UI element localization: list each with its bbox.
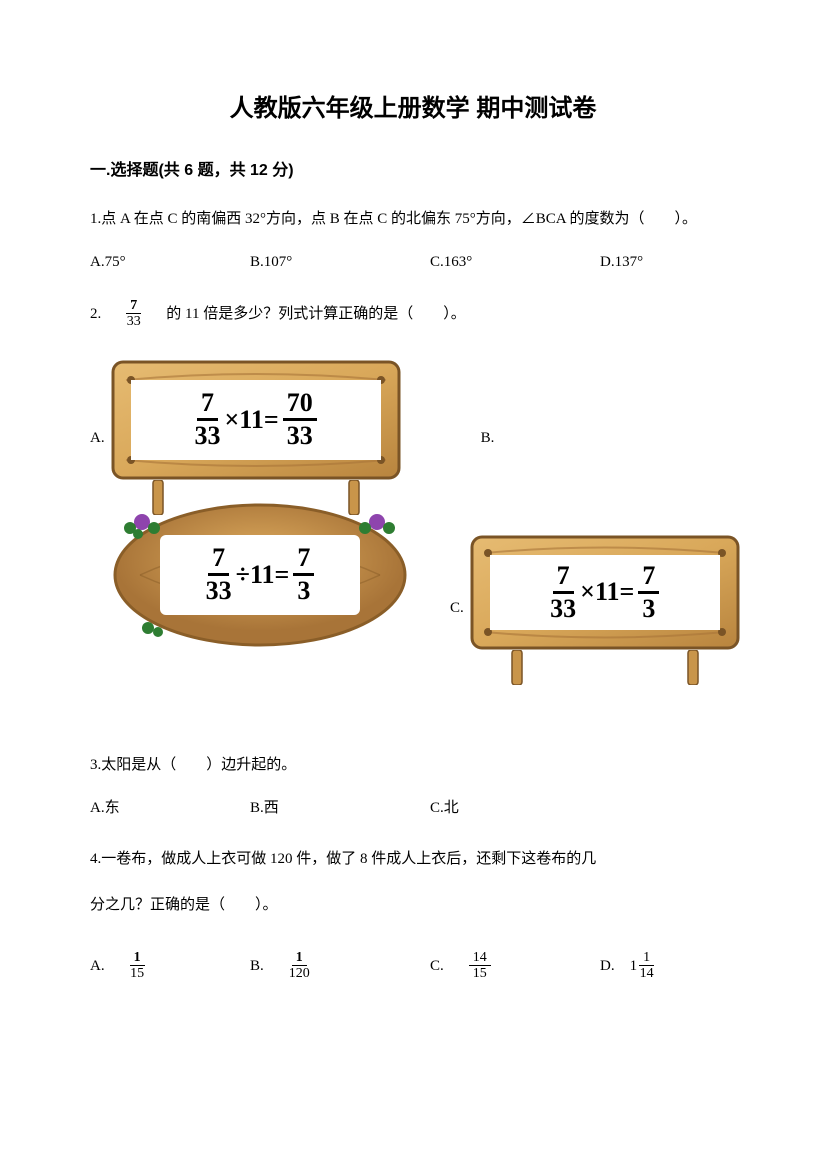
q4-option-b: B. 1 120 bbox=[250, 950, 430, 982]
eqC-n1: 7 bbox=[553, 563, 574, 594]
q3-options: A.东 B.西 C.北 bbox=[90, 796, 736, 820]
q1-option-a: A.75° bbox=[90, 250, 250, 274]
q2-frac-num: 7 bbox=[126, 298, 141, 314]
q4c-den: 15 bbox=[473, 966, 487, 981]
q2-suffix: 的 11 倍是多少？列式计算正确的是（ ）。 bbox=[151, 302, 465, 326]
q2-label-a: A. bbox=[90, 426, 111, 480]
eqC-d2: 3 bbox=[642, 594, 655, 622]
q4d-num: 1 bbox=[639, 950, 654, 966]
q2-fraction: 7 33 bbox=[126, 298, 141, 330]
eqA-d1: 33 bbox=[194, 421, 220, 449]
question-1: 1.点 A 在点 C 的南偏西 32°方向，点 B 在点 C 的北偏东 75°方… bbox=[90, 204, 736, 234]
q3-option-b: B.西 bbox=[250, 796, 430, 820]
q1-option-c: C.163° bbox=[430, 250, 600, 274]
question-4-line1: 4.一卷布，做成人上衣可做 120 件，做了 8 件成人上衣后，还剩下这卷布的几 bbox=[90, 844, 736, 874]
q1-options: A.75° B.107° C.163° D.137° bbox=[90, 250, 736, 274]
q4-options: A. 1 15 B. 1 120 C. 14 15 D. 1 1 14 bbox=[90, 950, 736, 982]
q2-option-c-content: 733 ×11= 73 bbox=[490, 555, 720, 630]
eqC-n2: 7 bbox=[638, 563, 659, 594]
q2-frac-den: 33 bbox=[127, 314, 141, 329]
q2-option-a-content: 733 ×11= 7033 bbox=[131, 380, 381, 460]
eqB-d2: 3 bbox=[297, 576, 310, 604]
q4a-num: 1 bbox=[130, 950, 145, 966]
eqB-op: ÷11= bbox=[236, 554, 290, 596]
question-2: 2. 7 33 的 11 倍是多少？列式计算正确的是（ ）。 bbox=[90, 298, 736, 330]
eqB-d1: 33 bbox=[206, 576, 232, 604]
q4a-den: 15 bbox=[130, 966, 144, 981]
q2-label-b: B. bbox=[481, 426, 501, 480]
eqC-op: ×11= bbox=[580, 571, 634, 613]
q4c-num: 14 bbox=[469, 950, 491, 966]
q4d-label: D. bbox=[600, 954, 630, 978]
question-4-line2: 分之几？正确的是（ ）。 bbox=[90, 890, 736, 920]
eqC-d1: 33 bbox=[550, 594, 576, 622]
section-header-1: 一.选择题(共 6 题，共 12 分) bbox=[90, 158, 736, 184]
q1-option-b: B.107° bbox=[250, 250, 430, 274]
q2-option-a-board: 733 ×11= 7033 bbox=[111, 360, 401, 480]
q4-option-a: A. 1 15 bbox=[90, 950, 250, 982]
question-3: 3.太阳是从（ ）边升起的。 bbox=[90, 750, 736, 780]
q2-label-c: C. bbox=[450, 596, 470, 650]
q2-image-row-2: 733 ÷11= 73 C. bbox=[90, 500, 736, 650]
eqA-d2: 33 bbox=[287, 421, 313, 449]
q2-option-c-board: 733 ×11= 73 bbox=[470, 535, 740, 650]
q4b-den: 120 bbox=[289, 966, 310, 981]
eqB-n2: 7 bbox=[293, 545, 314, 576]
q3-option-c: C.北 bbox=[430, 796, 600, 820]
eqA-n1: 7 bbox=[197, 390, 218, 421]
q2-prefix: 2. bbox=[90, 302, 116, 326]
eqA-op: ×11= bbox=[224, 399, 278, 441]
q2-option-b-content: 733 ÷11= 73 bbox=[160, 535, 360, 615]
posts-c bbox=[470, 650, 740, 685]
page-title: 人教版六年级上册数学 期中测试卷 bbox=[90, 90, 736, 128]
q4c-label: C. bbox=[430, 954, 459, 978]
eqB-n1: 7 bbox=[208, 545, 229, 576]
q4b-num: 1 bbox=[292, 950, 307, 966]
q3-option-a: A.东 bbox=[90, 796, 250, 820]
q1-option-d: D.137° bbox=[600, 250, 643, 274]
q4a-label: A. bbox=[90, 954, 120, 978]
q4-option-c: C. 14 15 bbox=[430, 950, 600, 982]
q4d-whole: 1 bbox=[630, 954, 638, 978]
eqA-n2: 70 bbox=[283, 390, 317, 421]
q2-option-b-board: 733 ÷11= 73 bbox=[110, 500, 410, 650]
q2-image-row-1: A. 733 bbox=[90, 360, 736, 480]
q4b-label: B. bbox=[250, 954, 279, 978]
q4d-den: 14 bbox=[640, 966, 654, 981]
q4-option-d: D. 1 1 14 bbox=[600, 950, 654, 982]
